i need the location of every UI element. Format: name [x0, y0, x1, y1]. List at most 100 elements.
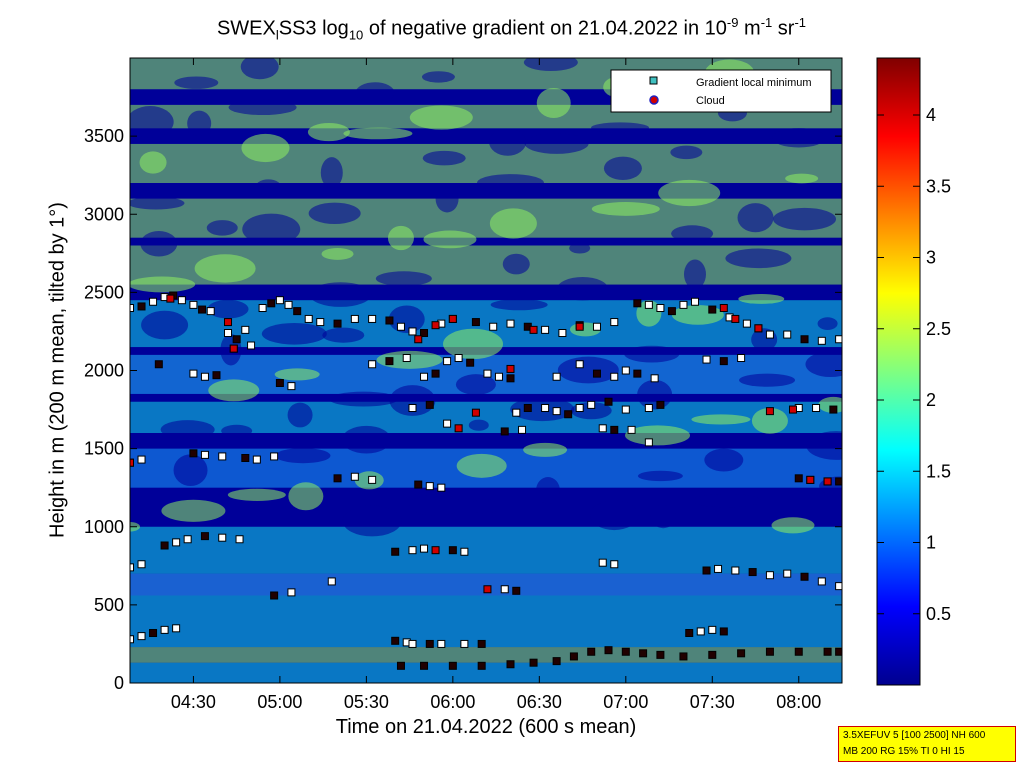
heatmap-patch [468, 419, 489, 431]
gradient-minimum-marker [633, 369, 642, 378]
gradient-minimum-marker [200, 372, 209, 381]
gradient-minimum-marker [350, 314, 359, 323]
heatmap-patch [738, 293, 785, 304]
heatmap-patch [523, 58, 578, 72]
gradient-minimum-marker [604, 646, 613, 655]
gradient-minimum-marker [742, 319, 751, 328]
gradient-minimum-marker [396, 322, 405, 331]
heatmap-patch [805, 351, 842, 378]
heatmap-patch [591, 122, 650, 133]
gradient-minimum-marker [610, 425, 619, 434]
gradient-minimum-marker [598, 424, 607, 433]
heatmap-patch [139, 151, 167, 174]
y-tick-label: 2000 [84, 361, 124, 381]
gradient-minimum-marker [708, 305, 717, 314]
gradient-minimum-marker [477, 661, 486, 670]
gradient-minimum-marker [316, 318, 325, 327]
gradient-minimum-marker [829, 405, 838, 414]
cloud-marker [448, 314, 457, 323]
heatmap-patch [355, 82, 395, 104]
colorbar-tick-label: 1.5 [926, 461, 951, 481]
heatmap-patch [624, 345, 680, 363]
gradient-minimum-marker [587, 647, 596, 656]
gradient-minimum-marker [420, 544, 429, 553]
gradient-minimum-marker [783, 330, 792, 339]
legend-label-minimum: Gradient local minimum [696, 77, 812, 89]
gradient-minimum-marker [160, 625, 169, 634]
heatmap-patch [130, 105, 174, 138]
heatmap-patch [637, 470, 683, 482]
colorbar-ticks: 0.5 1 1.5 2 2.5 3 3.5 4 [877, 105, 951, 624]
heatmap-patch [343, 127, 413, 140]
y-tick-label: 3500 [84, 126, 124, 146]
cloud-marker [229, 344, 238, 353]
marker-layer [130, 291, 842, 670]
heatmap-patch [342, 505, 402, 537]
gradient-minimum-marker [512, 408, 521, 417]
heatmap-patch [140, 231, 178, 257]
heatmap-patch [421, 71, 455, 83]
gradient-minimum-marker [835, 582, 842, 591]
gradient-minimum-marker [293, 307, 302, 316]
gradient-minimum-marker [656, 304, 665, 312]
heatmap-patch [187, 110, 212, 136]
legend-label-cloud: Cloud [696, 95, 725, 107]
heatmap-patch [650, 504, 676, 529]
colorbar-tick-label: 3 [926, 248, 936, 268]
gradient-minimum-marker [835, 335, 842, 344]
gradient-minimum-marker [817, 577, 826, 586]
gradient-minimum-marker [137, 455, 146, 464]
gradient-minimum-marker [466, 358, 475, 367]
heatmap-patch [751, 407, 788, 434]
gradient-minimum-marker [708, 650, 717, 659]
gradient-minimum-marker [610, 318, 619, 327]
gradient-minimum-marker [835, 477, 842, 486]
gradient-minimum-marker [489, 322, 498, 331]
gradient-minimum-marker [541, 325, 550, 334]
heatmap-patch [423, 230, 477, 249]
gradient-minimum-marker [287, 588, 296, 597]
x-tick-label: 06:30 [517, 692, 562, 712]
heatmap-field [130, 58, 842, 683]
y-tick-label: 2500 [84, 282, 124, 302]
gradient-minimum-marker [541, 404, 550, 412]
heatmap-patch [322, 327, 365, 343]
gradient-minimum-marker [218, 452, 227, 461]
gradient-minimum-marker [558, 329, 567, 337]
gradient-minimum-marker [765, 330, 774, 339]
heatmap-band [130, 595, 842, 648]
gradient-minimum-marker [592, 322, 601, 331]
gradient-minimum-marker [644, 438, 653, 447]
gradient-minimum-marker [408, 546, 417, 555]
gradient-minimum-marker [690, 297, 699, 306]
gradient-minimum-marker [564, 410, 573, 419]
y-tick-label: 500 [94, 595, 124, 615]
y-axis-label: Height in m (200 m mean, tilted by 1°) [46, 202, 69, 538]
heatmap-patch [636, 300, 662, 327]
gradient-minimum-marker [667, 307, 676, 316]
gradient-minimum-marker [506, 374, 515, 383]
gradient-minimum-marker [685, 629, 694, 637]
heatmap-patch [637, 379, 673, 410]
gradient-minimum-marker [737, 354, 746, 362]
chart-title: SWEXlSS3 log10 of negative gradient on 2… [216, 15, 807, 43]
gradient-minimum-marker [198, 305, 207, 314]
cloud-marker [414, 335, 423, 344]
gradient-minimum-marker [621, 405, 630, 414]
colorbar-tick-label: 2 [926, 390, 936, 410]
gradient-minimum-marker [737, 649, 746, 658]
gradient-minimum-marker [518, 425, 527, 434]
colorbar-tick-label: 3.5 [926, 176, 951, 196]
heatmap-patch [141, 310, 189, 340]
gradient-minimum-marker [835, 647, 842, 656]
gradient-minimum-marker [523, 404, 532, 412]
gradient-minimum-marker [639, 649, 648, 658]
cloud-marker [224, 318, 233, 327]
gradient-minimum-marker [696, 627, 705, 636]
gradient-minimum-marker [252, 455, 261, 464]
cloud-marker [471, 408, 480, 417]
x-tick-label: 07:00 [603, 692, 648, 712]
legend: Gradient local minimum Cloud [610, 69, 832, 113]
cloud-marker [806, 475, 815, 484]
gradient-minimum-marker [224, 329, 233, 337]
